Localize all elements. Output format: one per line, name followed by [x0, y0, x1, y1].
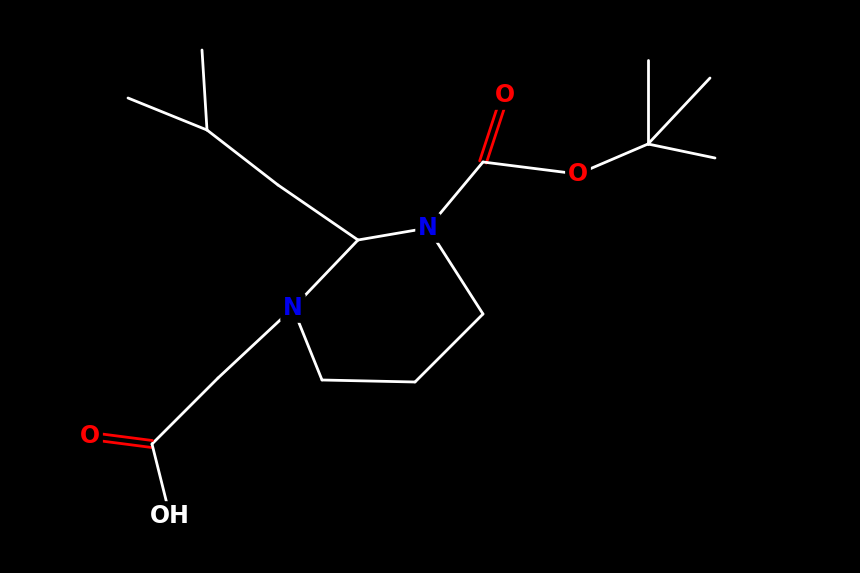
Text: N: N	[283, 296, 303, 320]
Text: O: O	[568, 162, 588, 186]
Text: N: N	[418, 216, 438, 240]
Text: O: O	[495, 83, 515, 107]
Text: OH: OH	[150, 504, 190, 528]
Text: O: O	[80, 424, 100, 448]
